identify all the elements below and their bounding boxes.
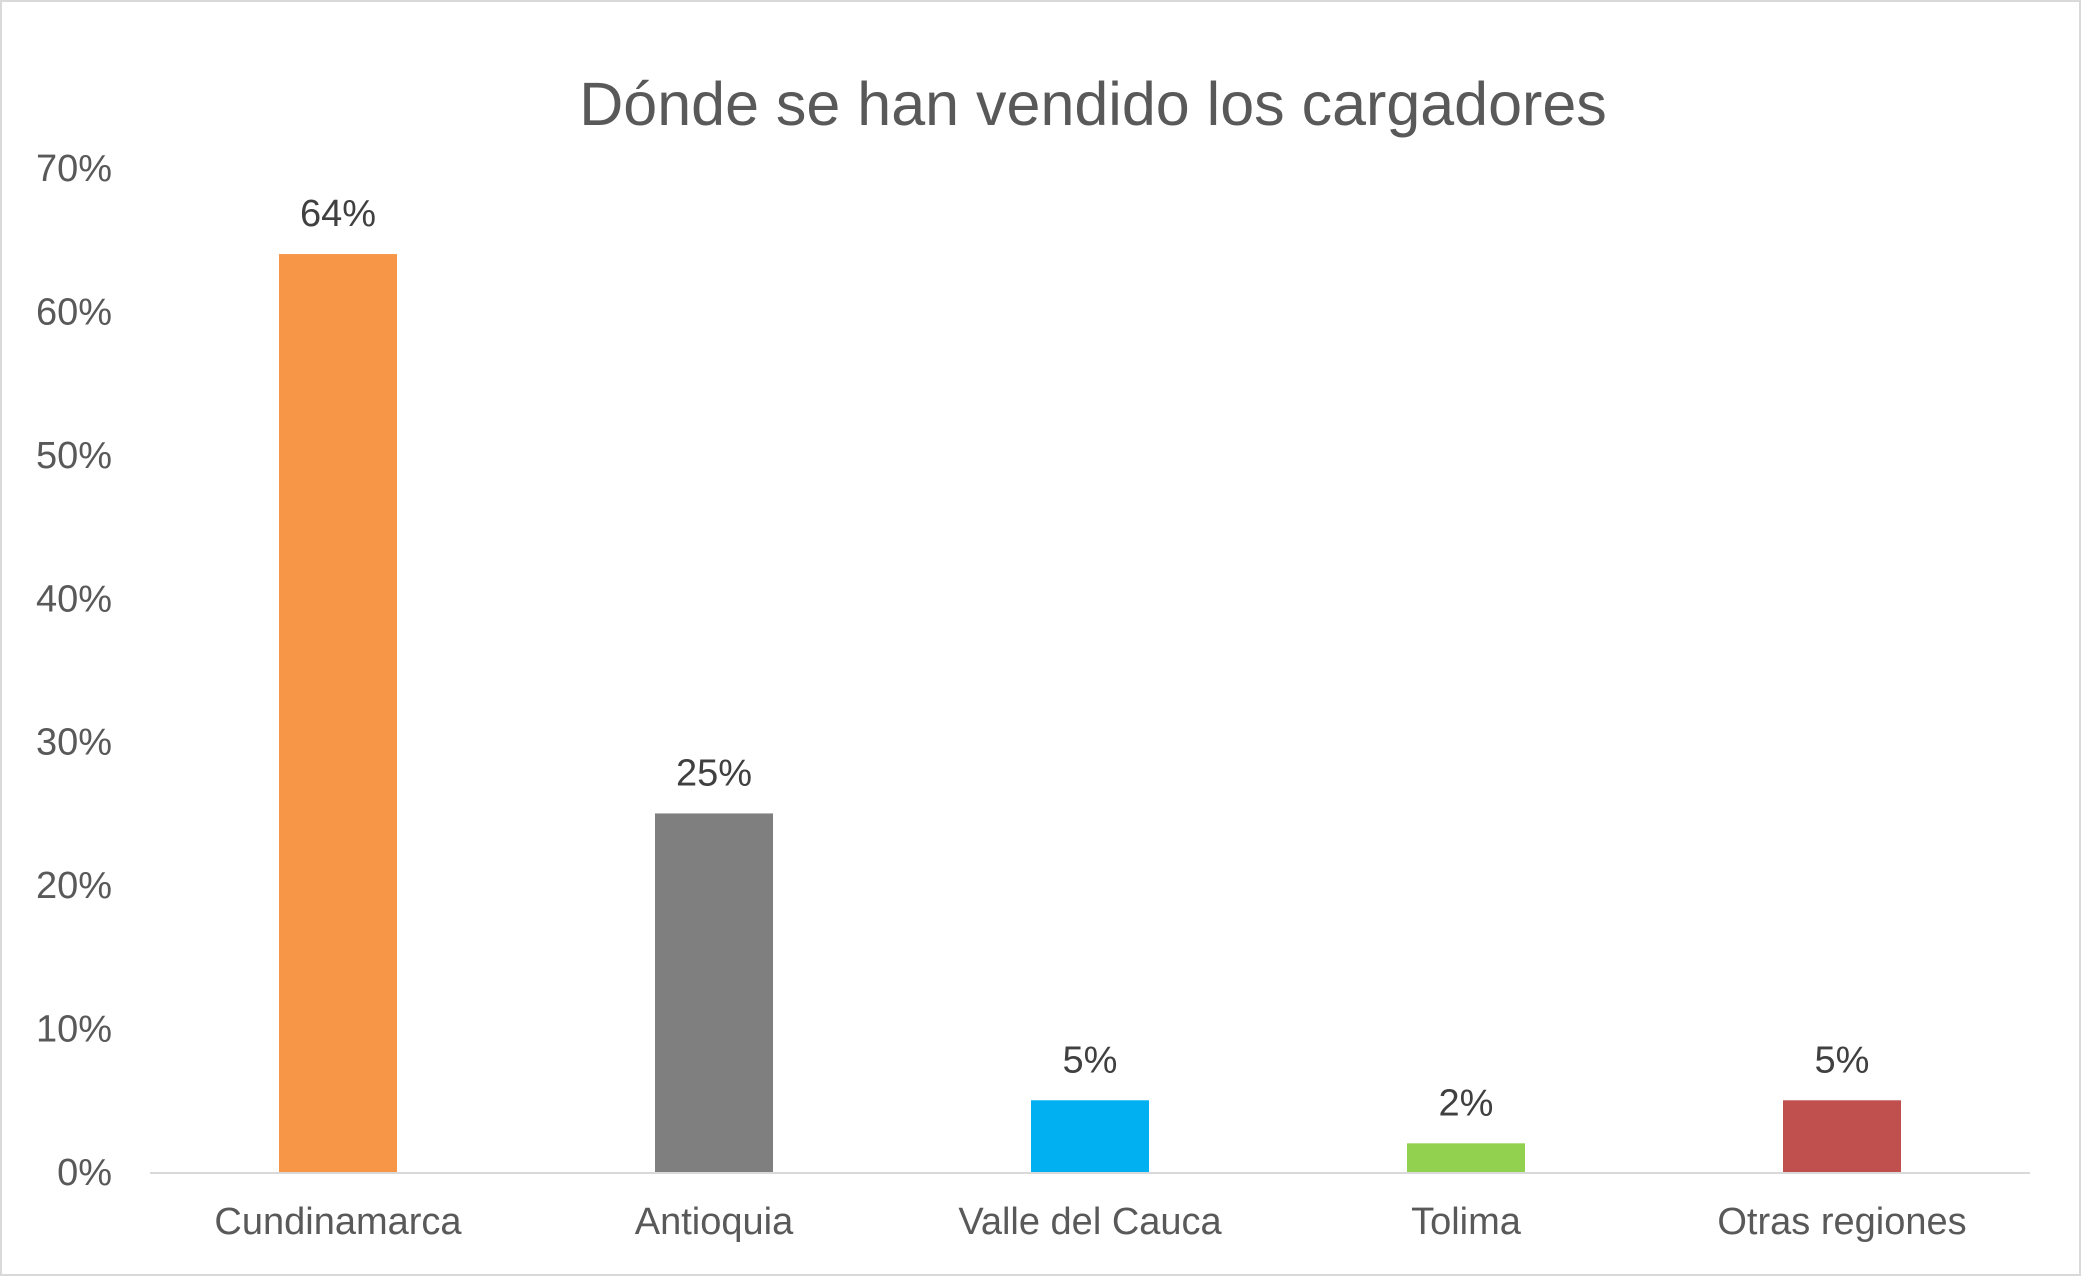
category-label: Valle del Cauca xyxy=(958,1201,1222,1243)
y-tick-label: 40% xyxy=(36,578,112,620)
y-tick-label: 50% xyxy=(36,435,112,477)
y-tick-label: 60% xyxy=(36,291,112,333)
bar-cundinamarca xyxy=(279,254,397,1173)
y-tick-label: 0% xyxy=(57,1152,112,1194)
chart-title: Dónde se han vendido los cargadores xyxy=(579,70,1607,138)
y-tick-label: 70% xyxy=(36,148,112,190)
bar-otras-regiones xyxy=(1783,1100,1901,1172)
category-labels: Cundinamarca Antioquia Valle del Cauca Toli… xyxy=(214,1201,1966,1243)
y-tick-label: 20% xyxy=(36,865,112,907)
bar-antioquia xyxy=(655,813,773,1172)
bar-valle-del-cauca xyxy=(1031,1100,1149,1172)
category-label: Antioquia xyxy=(635,1201,794,1243)
y-tick-label: 10% xyxy=(36,1009,112,1051)
bars xyxy=(279,254,1901,1173)
y-tick-label: 30% xyxy=(36,722,112,764)
y-axis-ticks: 0% 10% 20% 30% 40% 50% 60% 70% xyxy=(36,148,112,1194)
category-label: Cundinamarca xyxy=(214,1201,462,1243)
data-label: 2% xyxy=(1439,1082,1494,1124)
data-label: 5% xyxy=(1815,1039,1870,1081)
category-label: Tolima xyxy=(1411,1201,1522,1243)
data-label: 64% xyxy=(300,193,376,235)
data-label: 5% xyxy=(1063,1039,1118,1081)
data-labels: 64% 25% 5% 2% 5% xyxy=(300,193,1869,1124)
category-label: Otras regiones xyxy=(1717,1201,1966,1243)
data-label: 25% xyxy=(676,752,752,794)
bar-tolima xyxy=(1407,1143,1525,1172)
